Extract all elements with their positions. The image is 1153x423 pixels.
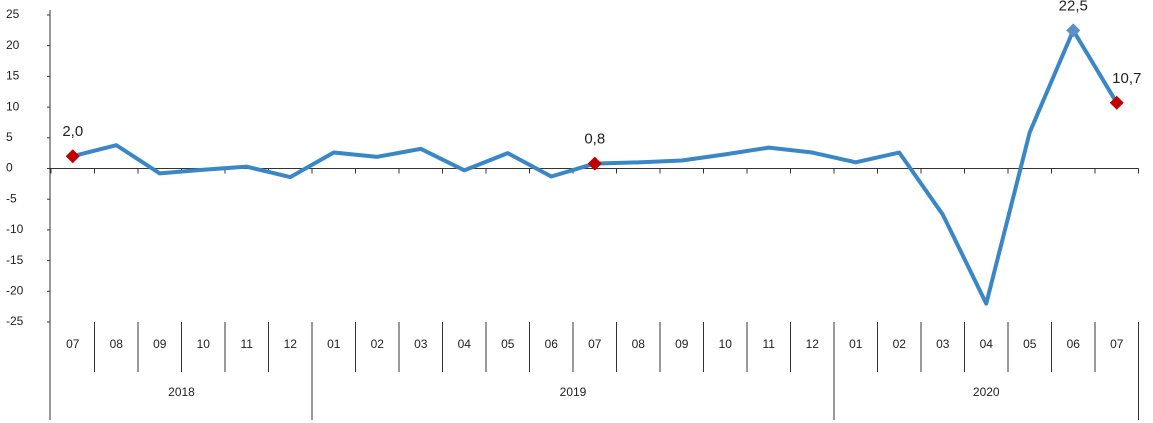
year-label: 2019 <box>560 385 587 399</box>
x-tick-label: 06 <box>1067 337 1081 351</box>
x-tick-label: 03 <box>414 337 428 351</box>
y-tick-label: -25 <box>6 314 24 328</box>
x-tick-label: 05 <box>1023 337 1037 351</box>
y-tick-label: 25 <box>6 7 20 21</box>
x-tick-label: 07 <box>1110 337 1124 351</box>
x-tick-label: 05 <box>501 337 515 351</box>
x-tick-label: 12 <box>806 337 820 351</box>
x-tick-label: 02 <box>893 337 907 351</box>
x-tick-label: 04 <box>980 337 994 351</box>
x-tick-label: 11 <box>241 337 254 351</box>
x-tick-label: 08 <box>632 337 646 351</box>
x-tick-label: 10 <box>719 337 733 351</box>
marker <box>1066 23 1081 38</box>
x-tick-label: 12 <box>284 337 298 351</box>
x-tick-label: 04 <box>458 337 472 351</box>
x-tick-label: 01 <box>327 337 341 351</box>
data-label: 0,8 <box>584 131 605 148</box>
x-tick-label: 09 <box>153 337 167 351</box>
x-tick-label: 06 <box>545 337 559 351</box>
x-tick-label: 01 <box>849 337 863 351</box>
data-label: 2,0 <box>62 123 83 140</box>
y-tick-label: 20 <box>6 38 20 52</box>
y-tick-label: -10 <box>6 222 24 236</box>
year-label: 2020 <box>973 385 1000 399</box>
marker <box>65 149 80 164</box>
y-tick-label: 0 <box>6 161 13 175</box>
x-tick-label: 10 <box>197 337 211 351</box>
y-tick-label: -15 <box>6 253 24 267</box>
y-tick-label: -20 <box>6 283 24 297</box>
year-label: 2018 <box>168 385 195 399</box>
x-tick-label: 09 <box>675 337 689 351</box>
x-tick-label: 08 <box>110 337 124 351</box>
y-tick-label: 10 <box>6 99 20 113</box>
marker <box>1109 95 1124 110</box>
y-tick-label: 5 <box>6 130 13 144</box>
data-label: 10,7 <box>1112 70 1141 87</box>
x-tick-label: 02 <box>371 337 385 351</box>
x-tick-label: 07 <box>588 337 602 351</box>
y-tick-label: -5 <box>6 191 17 205</box>
x-tick-label: 03 <box>936 337 950 351</box>
data-label: 22,5 <box>1059 0 1088 14</box>
marker <box>587 156 602 171</box>
y-tick-label: 15 <box>6 69 20 83</box>
x-tick-label: 07 <box>66 337 80 351</box>
x-tick-label: 11 <box>763 337 776 351</box>
